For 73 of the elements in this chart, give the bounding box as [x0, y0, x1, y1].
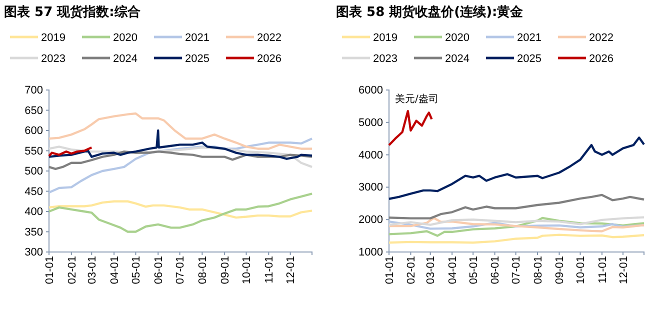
- x-tick-label: 12-01: [285, 256, 298, 284]
- x-tick-label: 03-01: [425, 256, 438, 284]
- y-tick-label: 700: [24, 84, 43, 97]
- line-series: [48, 200, 314, 219]
- x-tick-label: 05-01: [468, 256, 480, 284]
- line-series: [48, 112, 314, 150]
- line-series: [48, 146, 314, 168]
- line-series: [388, 136, 646, 200]
- y-tick-label: 350: [24, 226, 43, 238]
- x-tick-label: 12-01: [618, 256, 630, 284]
- line-series: [48, 150, 314, 170]
- x-tick-label: 01-01: [384, 256, 396, 284]
- legend-label: 2023: [41, 53, 66, 65]
- y-tick-label: 6000: [358, 84, 383, 97]
- line-series: [388, 216, 646, 232]
- legend-label: 2019: [41, 32, 66, 44]
- legend-label: 2024: [113, 53, 138, 65]
- annotation: 美元/盎司: [395, 93, 438, 105]
- line-series: [388, 216, 646, 226]
- y-tick-label: 550: [24, 145, 43, 158]
- y-tick-label: 400: [24, 206, 43, 218]
- x-tick-label: 08-01: [532, 256, 544, 284]
- x-tick-label: 06-01: [490, 256, 502, 284]
- chart-title: 图表 57 现货指数:综合: [4, 4, 140, 20]
- x-tick-label: 04-01: [446, 256, 459, 284]
- y-tick-label: 450: [24, 186, 43, 198]
- line-series: [388, 194, 646, 220]
- x-tick-label: 01-01: [44, 256, 56, 284]
- legend-label: 2021: [517, 32, 542, 44]
- line-series: [388, 234, 646, 244]
- line-series: [48, 138, 314, 194]
- x-tick-label: 10-01: [241, 256, 254, 284]
- legend-label: 2021: [185, 32, 210, 44]
- line-series: [388, 216, 646, 237]
- y-tick-label: 1000: [358, 246, 383, 259]
- line-series: [388, 110, 433, 146]
- x-tick-label: 03-01: [86, 256, 98, 284]
- y-tick-label: 3000: [358, 182, 383, 194]
- legend-label: 2023: [373, 53, 398, 65]
- x-tick-label: 11-01: [264, 256, 276, 284]
- line-series: [48, 129, 314, 160]
- legend-label: 2019: [373, 32, 398, 44]
- chart-title: 图表 58 期货收盘价(连续):黄金: [336, 4, 524, 20]
- x-tick-label: 05-01: [130, 256, 143, 284]
- y-tick-label: 4000: [358, 149, 383, 162]
- legend-label: 2025: [185, 53, 210, 65]
- x-tick-label: 08-01: [197, 256, 210, 284]
- y-tick-label: 300: [24, 246, 43, 259]
- y-tick-label: 650: [24, 104, 43, 117]
- legend-label: 2022: [589, 32, 614, 44]
- x-tick-label: 06-01: [152, 256, 165, 284]
- x-tick-label: 07-01: [510, 256, 523, 284]
- y-tick-label: 600: [24, 125, 43, 138]
- line-series: [48, 192, 314, 233]
- line-series: [48, 146, 93, 158]
- x-tick-label: 02-01: [406, 256, 418, 284]
- y-tick-label: 5000: [358, 116, 383, 129]
- legend-label: 2022: [257, 32, 282, 44]
- legend-label: 2025: [517, 53, 542, 65]
- x-tick-label: 07-01: [174, 256, 187, 284]
- legend-label: 2026: [589, 53, 614, 65]
- y-tick-label: 500: [24, 166, 43, 178]
- legend-label: 2020: [445, 32, 470, 44]
- legend-label: 2024: [445, 53, 470, 65]
- x-tick-label: 09-01: [219, 256, 232, 284]
- legend-label: 2020: [113, 32, 138, 44]
- x-tick-label: 10-01: [575, 256, 588, 284]
- x-tick-label: 09-01: [554, 256, 566, 284]
- x-tick-label: 11-01: [596, 256, 609, 284]
- y-tick-label: 2000: [358, 214, 383, 226]
- legend-label: 2026: [257, 53, 282, 65]
- x-tick-label: 02-01: [66, 256, 78, 284]
- x-tick-label: 04-01: [108, 256, 121, 284]
